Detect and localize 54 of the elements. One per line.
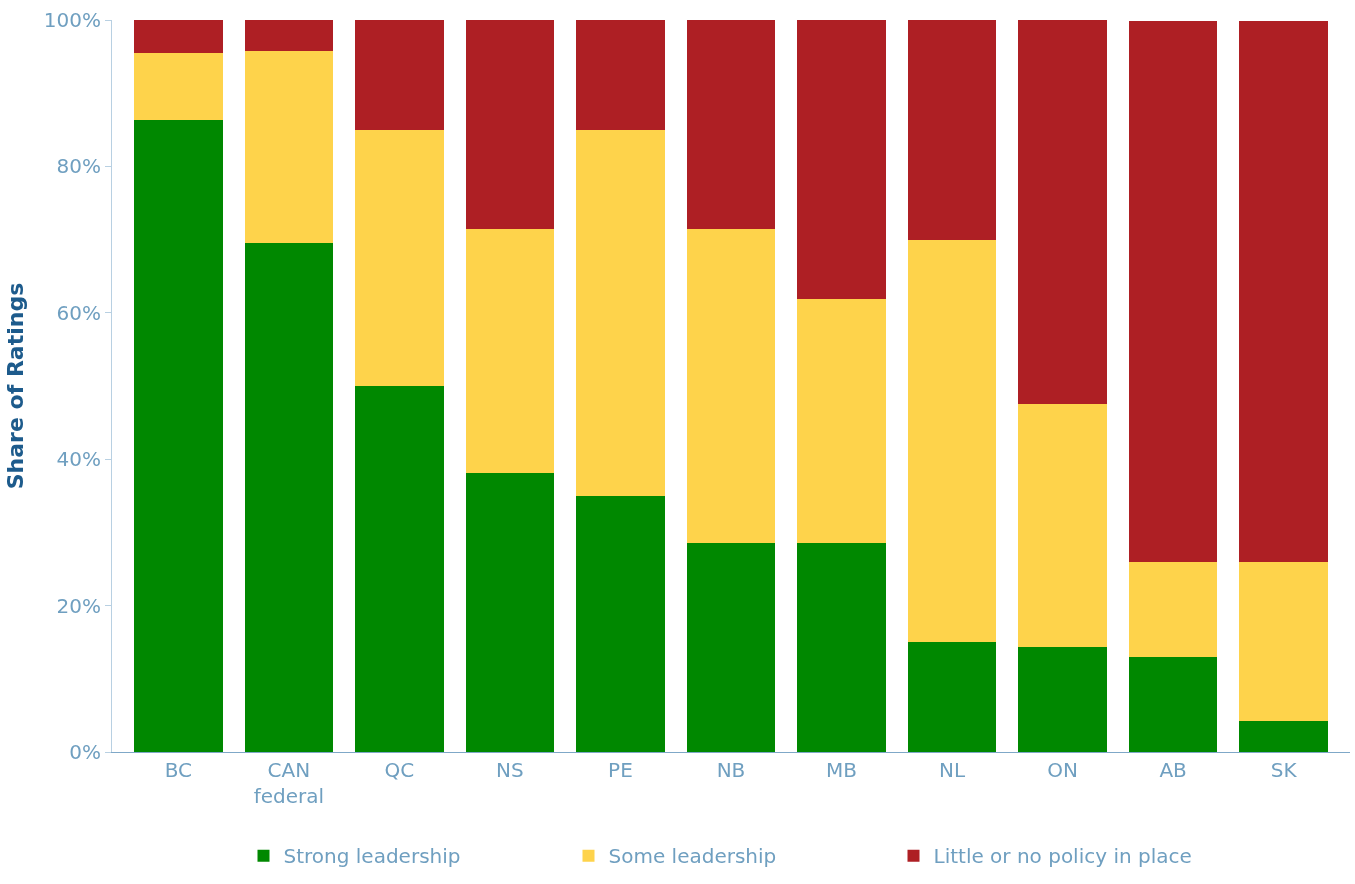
bar [244, 242, 334, 752]
bar [1239, 561, 1328, 721]
y-axis-title: Share of Ratings [2, 282, 28, 490]
bar [797, 298, 886, 543]
x-tick-label: NL [939, 758, 966, 782]
bar [686, 20, 776, 229]
bar [1128, 656, 1218, 752]
bar [465, 20, 555, 230]
bar [134, 20, 223, 53]
bar [1239, 20, 1328, 562]
bar [1239, 720, 1328, 752]
x-tick-label: QC [384, 758, 415, 782]
bar [576, 129, 665, 496]
bar [134, 119, 223, 752]
y-tick-label: 100% [43, 8, 101, 32]
bar [907, 642, 997, 752]
y-tick-label: 40% [56, 447, 101, 472]
bar [1018, 647, 1107, 752]
bar [686, 542, 776, 752]
bar [355, 129, 444, 386]
legend-label: Strong leadership [283, 844, 461, 869]
bar [465, 473, 555, 752]
bar [1128, 20, 1218, 562]
x-tick-label: BC [164, 758, 192, 782]
x-tick-label: AB [1159, 758, 1187, 782]
bar [686, 228, 776, 543]
bar [907, 239, 997, 643]
y-tick-label: 60% [56, 300, 101, 325]
x-tick-label: MB [826, 758, 858, 782]
x-tick-label: NB [716, 758, 746, 782]
x-tick-label: SK [1270, 758, 1298, 782]
x-tick-label: NS [496, 758, 524, 782]
bar [576, 495, 665, 752]
legend-label: Some leadership [608, 844, 777, 869]
bar [797, 20, 886, 299]
legend-label: Little or no policy in place [933, 844, 1192, 869]
y-tick-label: 0% [69, 740, 101, 764]
bar [244, 51, 334, 243]
bar [465, 229, 555, 474]
bar [1018, 20, 1107, 404]
bar [797, 542, 886, 752]
bar [1018, 403, 1107, 648]
bar [576, 20, 665, 130]
y-tick-label: 80% [56, 154, 101, 179]
bar [355, 386, 444, 752]
y-tick-label: 20% [56, 593, 101, 618]
bar [134, 52, 223, 120]
bar [907, 20, 997, 240]
x-tick-label: ON [1047, 758, 1078, 782]
bar [244, 20, 334, 52]
bar [355, 20, 444, 130]
x-tick-label: CAN federal [253, 758, 325, 808]
x-tick-label: PE [608, 758, 633, 782]
bar [1128, 561, 1218, 657]
